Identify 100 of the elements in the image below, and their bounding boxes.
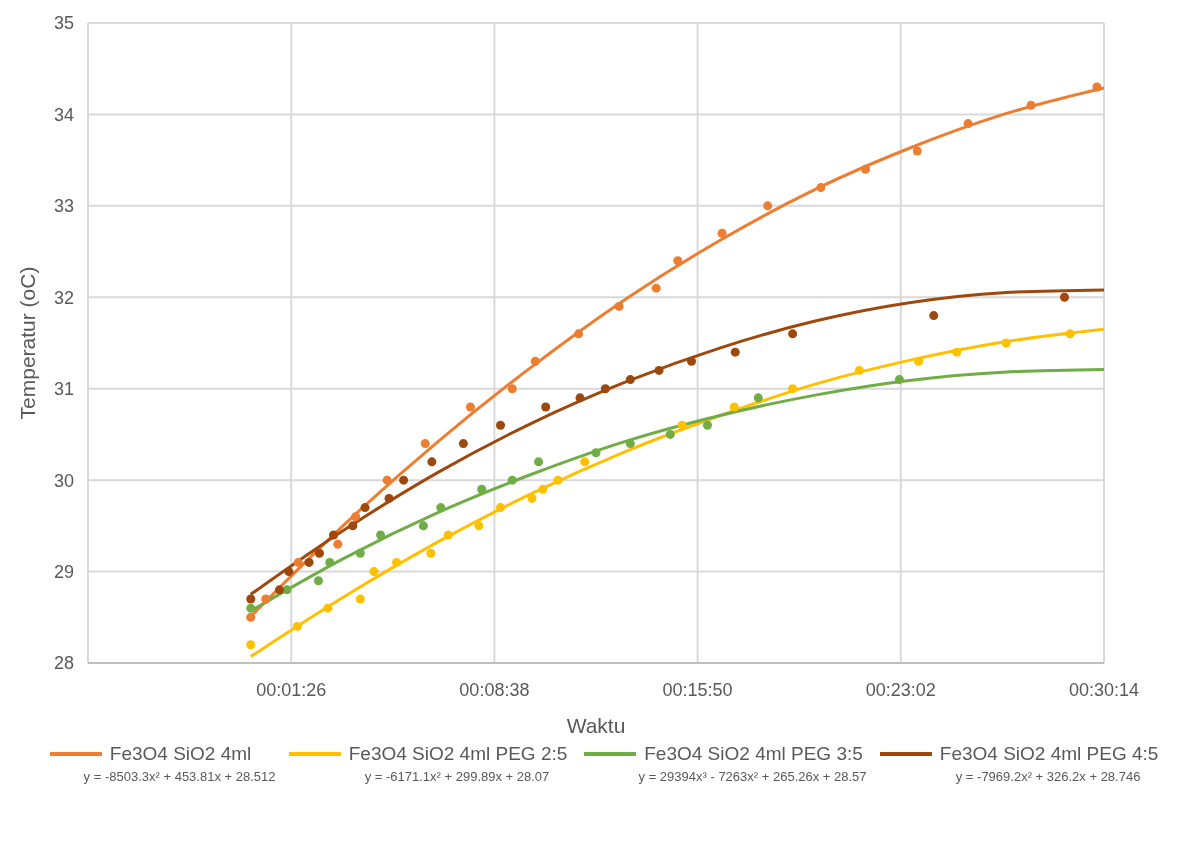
point — [399, 475, 409, 485]
text: y = -6171.1x² + 299.89x + 28.07 — [364, 769, 550, 784]
point — [420, 439, 430, 449]
point — [325, 557, 335, 567]
point — [912, 146, 922, 156]
x-axis-title: Waktu — [566, 714, 626, 737]
point — [246, 594, 256, 604]
point — [246, 640, 256, 650]
point — [284, 567, 294, 577]
point — [600, 384, 610, 394]
y-axis-title: Temperatur (oC) — [16, 266, 40, 420]
point — [591, 448, 601, 458]
x-tick-label: 00:15:50 — [662, 679, 733, 700]
y-tick-label: 32 — [53, 287, 74, 308]
point — [914, 356, 924, 366]
point — [854, 365, 864, 375]
point — [686, 356, 696, 366]
point — [1026, 100, 1036, 110]
point — [788, 329, 798, 339]
point — [246, 612, 256, 622]
point — [427, 457, 437, 467]
point — [313, 576, 323, 586]
point — [355, 594, 365, 604]
legend-label: Fe3O4 SiO2 4ml — [109, 743, 252, 765]
legend-label: Fe3O4 SiO2 4ml PEG 4:5 — [939, 743, 1159, 765]
point — [575, 393, 585, 403]
point — [861, 164, 871, 174]
x-tick-label: 00:30:14 — [1068, 679, 1140, 700]
point — [730, 347, 740, 357]
point — [323, 603, 333, 613]
point — [753, 393, 763, 403]
point — [348, 521, 358, 531]
point — [496, 503, 506, 513]
point — [1001, 338, 1011, 348]
point — [702, 420, 712, 430]
x-tick-label: 00:23:02 — [865, 679, 936, 700]
point — [527, 493, 537, 503]
y-tick-label: 35 — [53, 13, 74, 34]
point — [553, 475, 563, 485]
point — [534, 457, 544, 467]
point — [426, 548, 436, 558]
point — [436, 503, 446, 513]
point — [1059, 292, 1069, 302]
point — [382, 475, 392, 485]
point — [274, 585, 284, 595]
point — [625, 375, 635, 385]
point — [541, 402, 551, 412]
point — [673, 256, 683, 266]
point — [376, 530, 386, 540]
point — [418, 521, 428, 531]
point — [477, 484, 487, 494]
point — [384, 493, 394, 503]
point — [333, 539, 343, 549]
legend-label: Fe3O4 SiO2 4ml PEG 3:5 — [644, 743, 863, 765]
y-tick-label: 28 — [53, 653, 74, 674]
point — [538, 484, 548, 494]
point — [574, 329, 584, 339]
point — [458, 439, 468, 449]
point — [246, 603, 256, 613]
y-tick-label: 31 — [53, 379, 74, 400]
point — [355, 548, 365, 558]
point — [1065, 329, 1075, 339]
point — [261, 594, 271, 604]
point — [717, 228, 727, 238]
point — [651, 283, 661, 293]
point — [369, 567, 379, 577]
point — [496, 420, 506, 430]
y-tick-label: 30 — [53, 470, 74, 491]
point — [507, 475, 517, 485]
point — [351, 512, 361, 522]
point — [507, 384, 517, 394]
point — [729, 402, 739, 412]
point — [443, 530, 453, 540]
point — [963, 119, 973, 129]
y-tick-label: 33 — [53, 196, 74, 217]
point — [314, 548, 324, 558]
point — [654, 365, 664, 375]
line-series — [249, 327, 1104, 659]
point — [929, 311, 939, 321]
point — [304, 557, 314, 567]
point — [788, 384, 798, 394]
point — [360, 503, 370, 513]
point — [894, 375, 904, 385]
point — [580, 457, 590, 467]
point — [530, 356, 540, 366]
point — [465, 402, 475, 412]
y-tick-label: 29 — [53, 561, 74, 582]
point — [677, 420, 687, 430]
point — [292, 621, 302, 631]
point — [625, 439, 635, 449]
point — [614, 301, 624, 311]
point — [474, 521, 484, 531]
point — [392, 557, 402, 567]
point — [665, 429, 675, 439]
point — [293, 557, 303, 567]
point — [816, 183, 826, 193]
text: y = 29394x³ - 7263x² + 265.26x + 28.57 — [638, 769, 867, 784]
x-tick-label: 00:08:38 — [459, 679, 530, 700]
text: y = -7969.2x² + 326.2x + 28.746 — [955, 769, 1141, 784]
legend-label: Fe3O4 SiO2 4ml PEG 2:5 — [348, 743, 568, 765]
